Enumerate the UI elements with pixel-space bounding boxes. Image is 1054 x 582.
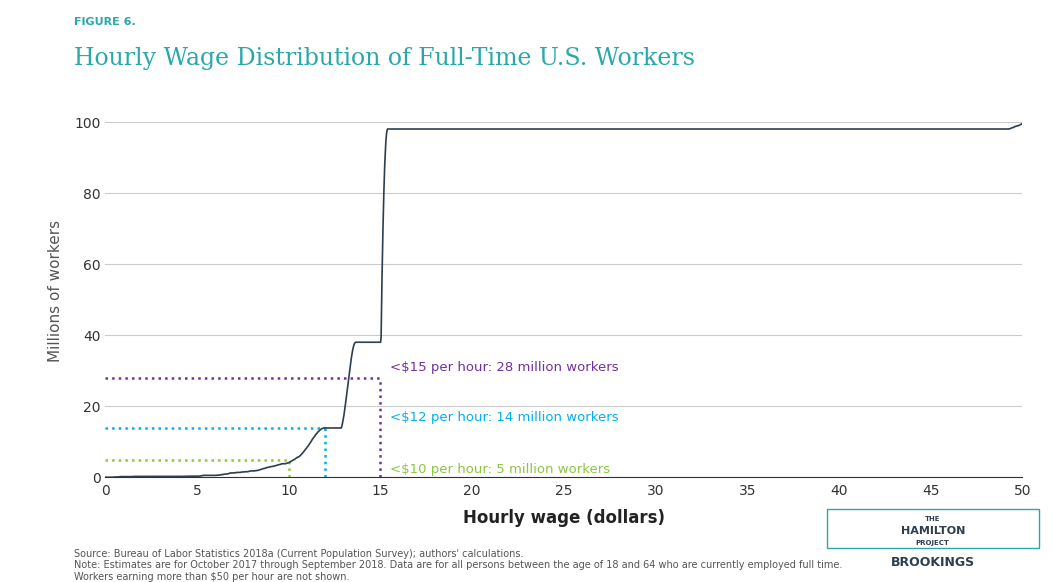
Text: THE: THE: [925, 516, 940, 522]
Text: BROOKINGS: BROOKINGS: [891, 556, 975, 569]
Text: Source: Bureau of Labor Statistics 2018a (Current Population Survey); authors' c: Source: Bureau of Labor Statistics 2018a…: [74, 549, 523, 559]
FancyBboxPatch shape: [826, 509, 1039, 548]
Text: FIGURE 6.: FIGURE 6.: [74, 17, 136, 27]
Text: <$15 per hour: 28 million workers: <$15 per hour: 28 million workers: [390, 361, 619, 374]
Text: <$12 per hour: 14 million workers: <$12 per hour: 14 million workers: [390, 411, 619, 424]
Y-axis label: Millions of workers: Millions of workers: [48, 220, 63, 362]
X-axis label: Hourly wage (dollars): Hourly wage (dollars): [463, 509, 665, 527]
Text: Hourly Wage Distribution of Full-Time U.S. Workers: Hourly Wage Distribution of Full-Time U.…: [74, 47, 695, 70]
Text: Note: Estimates are for October 2017 through September 2018. Data are for all pe: Note: Estimates are for October 2017 thr…: [74, 560, 842, 582]
Text: <$10 per hour: 5 million workers: <$10 per hour: 5 million workers: [390, 463, 610, 476]
Text: PROJECT: PROJECT: [916, 540, 950, 546]
Text: HAMILTON: HAMILTON: [900, 526, 965, 536]
